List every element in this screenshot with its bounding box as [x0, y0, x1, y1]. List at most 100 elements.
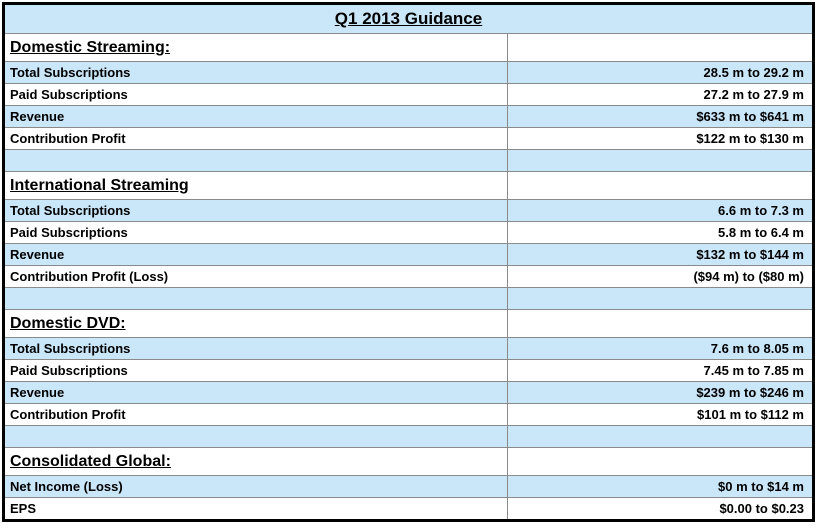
metric-label: Net Income (Loss) [10, 479, 123, 494]
metric-value: 27.2 m to 27.9 m [703, 87, 804, 102]
table-row: Revenue $633 m to $641 m [5, 105, 812, 128]
section-header-cell: Domestic DVD: [5, 309, 507, 338]
metric-value: $633 m to $641 m [696, 109, 804, 124]
table-row: Total Subscriptions 28.5 m to 29.2 m [5, 61, 812, 84]
metric-label: EPS [10, 501, 37, 516]
table-row: Contribution Profit (Loss) ($94 m) to ($… [5, 265, 812, 288]
metric-label-cell: Paid Subscriptions [5, 221, 507, 244]
metric-label-cell: Total Subscriptions [5, 199, 507, 222]
metric-label: Paid Subscriptions [10, 225, 128, 240]
section-header-row: Consolidated Global: [5, 447, 812, 476]
table-row: EPS $0.00 to $0.23 [5, 497, 812, 519]
metric-value-cell: $0.00 to $0.23 [506, 497, 812, 519]
metric-label-cell: Contribution Profit [5, 403, 507, 426]
spacer-row [5, 425, 812, 448]
table-row: Total Subscriptions 6.6 m to 7.3 m [5, 199, 812, 222]
metric-value-cell: $239 m to $246 m [506, 381, 812, 404]
metric-label: Paid Subscriptions [10, 363, 128, 378]
metric-value: ($94 m) to ($80 m) [693, 269, 804, 284]
table-row: Contribution Profit $122 m to $130 m [5, 127, 812, 150]
metric-value: $0.00 to $0.23 [719, 501, 804, 516]
section-header-empty-cell [506, 33, 812, 62]
section-header-empty-cell [506, 447, 812, 476]
guidance-table-container: Q1 2013 Guidance Domestic Streaming: Tot… [2, 2, 815, 522]
metric-label: Revenue [10, 109, 65, 124]
metric-label: Paid Subscriptions [10, 87, 128, 102]
metric-value: $239 m to $246 m [696, 385, 804, 400]
metric-value-cell: 28.5 m to 29.2 m [506, 61, 812, 84]
metric-label-cell: Revenue [5, 105, 507, 128]
metric-value-cell: $0 m to $14 m [506, 475, 812, 498]
metric-label-cell: Contribution Profit [5, 127, 507, 150]
metric-label: Contribution Profit [10, 407, 126, 422]
metric-value-cell: $122 m to $130 m [506, 127, 812, 150]
metric-label-cell: Total Subscriptions [5, 61, 507, 84]
spacer-row [5, 287, 812, 310]
metric-label-cell: Total Subscriptions [5, 337, 507, 360]
metric-label: Total Subscriptions [10, 341, 131, 356]
table-row: Net Income (Loss) $0 m to $14 m [5, 475, 812, 498]
spacer-cell [5, 149, 507, 172]
metric-label-cell: Paid Subscriptions [5, 83, 507, 106]
guidance-table: Q1 2013 Guidance Domestic Streaming: Tot… [5, 5, 812, 519]
section-header-cell: International Streaming [5, 171, 507, 200]
section-header-label: Domestic DVD: [10, 314, 126, 332]
metric-label-cell: EPS [5, 497, 507, 519]
metric-label-cell: Revenue [5, 243, 507, 266]
spacer-cell [5, 287, 507, 310]
table-title-row: Q1 2013 Guidance [5, 5, 812, 34]
table-row: Paid Subscriptions 27.2 m to 27.9 m [5, 83, 812, 106]
table-title: Q1 2013 Guidance [334, 9, 483, 28]
spacer-cell [506, 287, 812, 310]
metric-value-cell: $132 m to $144 m [506, 243, 812, 266]
metric-value-cell: 27.2 m to 27.9 m [506, 83, 812, 106]
metric-label: Total Subscriptions [10, 65, 131, 80]
section-header-row: International Streaming [5, 171, 812, 200]
spacer-row [5, 149, 812, 172]
metric-label-cell: Net Income (Loss) [5, 475, 507, 498]
metric-value-cell: 6.6 m to 7.3 m [506, 199, 812, 222]
section-header-empty-cell [506, 171, 812, 200]
metric-label-cell: Paid Subscriptions [5, 359, 507, 382]
metric-value-cell: ($94 m) to ($80 m) [506, 265, 812, 288]
section-header-label: International Streaming [10, 176, 189, 194]
section-header-row: Domestic Streaming: [5, 33, 812, 62]
metric-value: 28.5 m to 29.2 m [703, 65, 804, 80]
metric-label: Contribution Profit (Loss) [10, 269, 169, 284]
metric-value: 6.6 m to 7.3 m [718, 203, 804, 218]
metric-value-cell: 7.45 m to 7.85 m [506, 359, 812, 382]
table-row: Revenue $239 m to $246 m [5, 381, 812, 404]
metric-value: 7.6 m to 8.05 m [710, 341, 804, 356]
spacer-cell [506, 425, 812, 448]
section-header-cell: Domestic Streaming: [5, 33, 507, 62]
metric-label: Revenue [10, 385, 65, 400]
table-row: Paid Subscriptions 5.8 m to 6.4 m [5, 221, 812, 244]
metric-label: Revenue [10, 247, 65, 262]
table-title-cell: Q1 2013 Guidance [5, 5, 812, 34]
metric-value: 7.45 m to 7.85 m [703, 363, 804, 378]
metric-label: Total Subscriptions [10, 203, 131, 218]
table-row: Paid Subscriptions 7.45 m to 7.85 m [5, 359, 812, 382]
metric-value-cell: 7.6 m to 8.05 m [506, 337, 812, 360]
spacer-cell [506, 149, 812, 172]
metric-value: $101 m to $112 m [697, 407, 804, 422]
table-row: Total Subscriptions 7.6 m to 8.05 m [5, 337, 812, 360]
section-header-label: Domestic Streaming: [10, 38, 171, 56]
metric-label-cell: Revenue [5, 381, 507, 404]
section-header-cell: Consolidated Global: [5, 447, 507, 476]
metric-value: $132 m to $144 m [696, 247, 804, 262]
metric-value: $0 m to $14 m [718, 479, 804, 494]
metric-value: 5.8 m to 6.4 m [718, 225, 804, 240]
metric-value-cell: $633 m to $641 m [506, 105, 812, 128]
metric-value-cell: $101 m to $112 m [506, 403, 812, 426]
metric-value-cell: 5.8 m to 6.4 m [506, 221, 812, 244]
guidance-table-body: Q1 2013 Guidance Domestic Streaming: Tot… [5, 5, 812, 519]
metric-label: Contribution Profit [10, 131, 126, 146]
table-row: Contribution Profit $101 m to $112 m [5, 403, 812, 426]
metric-value: $122 m to $130 m [696, 131, 804, 146]
section-header-row: Domestic DVD: [5, 309, 812, 338]
metric-label-cell: Contribution Profit (Loss) [5, 265, 507, 288]
section-header-label: Consolidated Global: [10, 452, 171, 470]
table-row: Revenue $132 m to $144 m [5, 243, 812, 266]
